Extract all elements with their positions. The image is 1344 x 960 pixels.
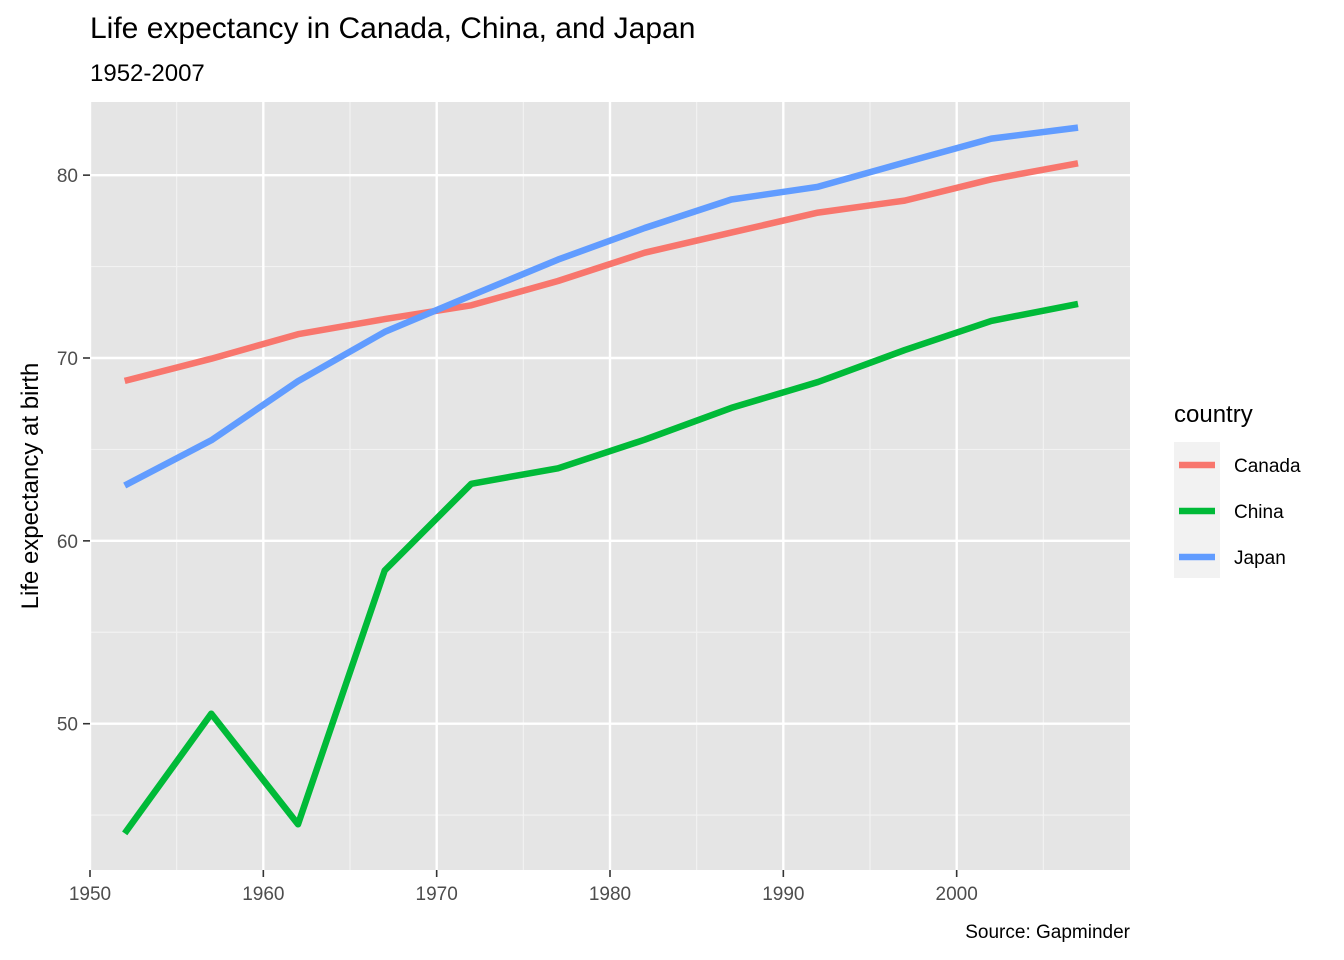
y-tick-label: 80 xyxy=(57,166,78,187)
legend-label-canada: Canada xyxy=(1234,456,1301,477)
y-axis-title: Life expectancy at birth xyxy=(17,363,44,610)
series-lines xyxy=(122,124,1079,836)
axis-ticks: 1950 1960 1970 1980 1990 2000 50 60 70 80 xyxy=(57,166,978,905)
legend: country Canada China Japan xyxy=(1174,401,1301,578)
legend-title: country xyxy=(1174,401,1253,428)
x-tick-label: 1990 xyxy=(762,884,804,905)
series-line-china xyxy=(122,300,1079,836)
x-tick-label: 1970 xyxy=(416,884,458,905)
legend-label-china: China xyxy=(1234,502,1284,523)
series-line-japan xyxy=(123,124,1079,489)
y-tick-label: 50 xyxy=(57,715,78,736)
y-tick-label: 60 xyxy=(57,532,78,553)
x-tick-label: 2000 xyxy=(936,884,978,905)
chart-title: Life expectancy in Canada, China, and Ja… xyxy=(90,12,696,45)
y-tick-label: 70 xyxy=(57,349,78,370)
series-line-canada xyxy=(123,160,1079,385)
x-tick-label: 1960 xyxy=(242,884,284,905)
legend-label-japan: Japan xyxy=(1234,548,1286,569)
chart-subtitle: 1952-2007 xyxy=(90,60,205,87)
x-tick-label: 1980 xyxy=(589,884,631,905)
x-tick-label: 1950 xyxy=(69,884,111,905)
chart-caption: Source: Gapminder xyxy=(965,922,1130,943)
